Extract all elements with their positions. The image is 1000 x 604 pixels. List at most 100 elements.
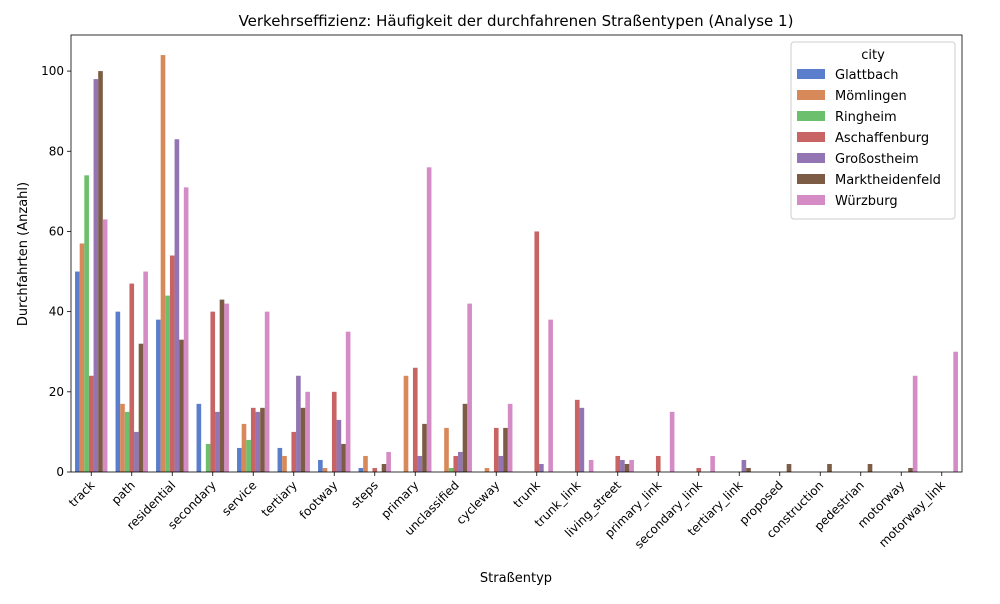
- bar: [98, 71, 103, 472]
- bar: [264, 311, 270, 472]
- bar: [786, 463, 792, 472]
- bar: [453, 455, 459, 472]
- bar: [305, 391, 310, 472]
- bar: [210, 311, 216, 472]
- y-tick-label: 40: [49, 305, 64, 319]
- bar: [250, 407, 256, 472]
- y-tick-label: 60: [49, 224, 64, 238]
- legend-swatch: [797, 111, 825, 121]
- bar: [448, 467, 454, 472]
- legend-label: Würzburg: [835, 194, 898, 209]
- bar: [165, 295, 170, 472]
- y-tick-label: 20: [49, 385, 64, 399]
- y-tick-label: 100: [41, 64, 64, 78]
- x-tick-label: footway: [297, 478, 341, 522]
- bar: [93, 79, 99, 472]
- bar: [484, 467, 490, 472]
- bar: [124, 411, 130, 472]
- bar: [255, 411, 261, 472]
- legend-label: Glattbach: [835, 68, 898, 83]
- bar: [138, 343, 144, 472]
- bar: [296, 375, 301, 472]
- bar: [629, 459, 634, 472]
- legend-label: Ringheim: [835, 110, 897, 125]
- legend-swatch: [797, 153, 825, 163]
- bar: [318, 459, 323, 472]
- legend-label: Mömlingen: [835, 89, 907, 104]
- bar: [426, 167, 432, 473]
- bar: [179, 339, 184, 472]
- x-tick-label: service: [219, 478, 259, 518]
- bar: [548, 319, 553, 472]
- bar: [458, 451, 463, 472]
- bar: [867, 463, 873, 472]
- legend-swatch: [797, 69, 825, 79]
- bar: [493, 427, 499, 472]
- bar: [115, 311, 121, 472]
- bar: [358, 467, 364, 472]
- legend-box: [790, 41, 956, 220]
- x-tick-label: steps: [348, 478, 381, 511]
- bar: [624, 463, 630, 472]
- bar: [88, 375, 94, 472]
- bar: [467, 303, 472, 472]
- bar: [205, 443, 211, 472]
- bar: [241, 423, 247, 472]
- bar: [79, 243, 85, 472]
- bar: [134, 431, 139, 472]
- legend-swatch: [797, 174, 825, 184]
- bar: [260, 407, 265, 472]
- bar: [615, 455, 621, 472]
- x-axis-label: Straßentyp: [480, 571, 552, 586]
- bar: [277, 447, 283, 472]
- bar: [669, 411, 675, 472]
- bar: [196, 403, 202, 472]
- bar: [574, 399, 580, 472]
- bar: [120, 403, 125, 472]
- bar: [224, 303, 229, 472]
- bar: [417, 455, 423, 472]
- bar: [827, 463, 832, 472]
- bar: [169, 255, 175, 472]
- bar: [579, 407, 585, 472]
- bar: [696, 467, 702, 472]
- bar: [215, 411, 220, 472]
- bar: [331, 391, 337, 472]
- bar: [102, 219, 108, 472]
- bar: [341, 443, 346, 472]
- bar: [336, 419, 342, 472]
- bar: [534, 231, 540, 472]
- x-tick-label: cycleway: [453, 478, 502, 527]
- bar: [507, 403, 513, 472]
- bar: [143, 271, 148, 472]
- bar: [129, 283, 135, 472]
- bar: [174, 139, 180, 473]
- legend-label: Aschaffenburg: [835, 131, 929, 146]
- x-tick-label: track: [66, 478, 98, 510]
- bar: [363, 455, 368, 472]
- y-tick-label: 80: [49, 144, 64, 158]
- bar: [345, 331, 351, 472]
- plot-frame: [70, 34, 963, 473]
- bar: [75, 271, 80, 472]
- legend-swatch: [797, 195, 825, 205]
- bar: [422, 423, 427, 472]
- legend-label: Großostheim: [835, 152, 919, 167]
- bar: [246, 439, 251, 472]
- bar: [462, 403, 468, 472]
- bar: [953, 351, 958, 472]
- y-axis-label: Durchfahrten (Anzahl): [16, 182, 31, 326]
- bar: [655, 455, 661, 472]
- x-tick-label: tertiary: [259, 478, 300, 519]
- bar: [588, 459, 594, 472]
- bar: [503, 427, 508, 472]
- bar: [741, 459, 747, 472]
- bar: [444, 427, 449, 472]
- bar: [183, 187, 189, 472]
- bar: [291, 431, 297, 472]
- bar: [498, 455, 504, 472]
- bar: [156, 319, 161, 472]
- bar: [372, 467, 378, 472]
- bar: [908, 467, 913, 472]
